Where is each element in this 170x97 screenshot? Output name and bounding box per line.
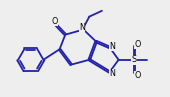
- Text: S: S: [132, 55, 137, 64]
- Text: N: N: [109, 69, 115, 78]
- Text: N: N: [109, 42, 115, 51]
- Text: N: N: [79, 23, 85, 32]
- Text: O: O: [134, 40, 141, 49]
- Text: O: O: [51, 17, 57, 26]
- Text: O: O: [134, 71, 141, 80]
